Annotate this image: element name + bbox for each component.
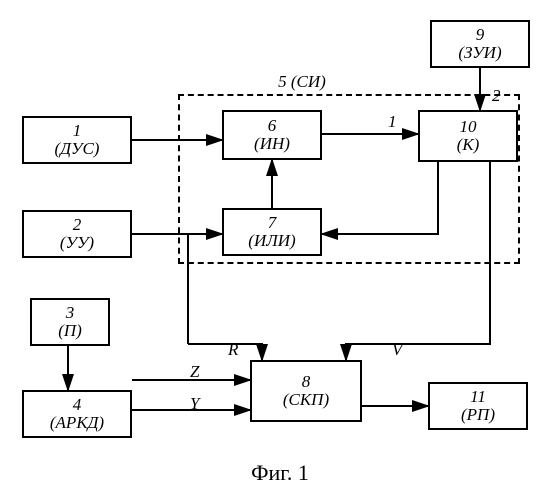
figure-caption: Фиг. 1 bbox=[0, 460, 560, 486]
connections bbox=[0, 0, 560, 500]
